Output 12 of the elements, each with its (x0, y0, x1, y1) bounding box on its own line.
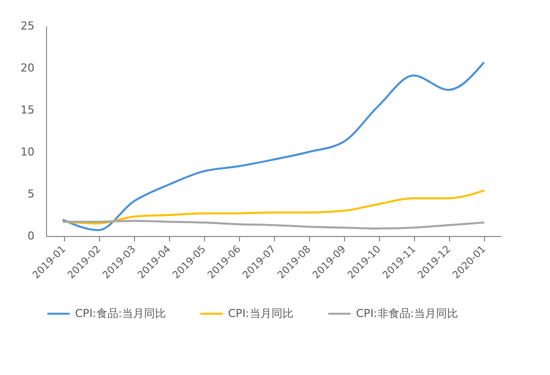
legend-label: CPI:非食品:当月同比 (356, 306, 458, 320)
y-tick-label: 20 (20, 62, 34, 74)
line-series (62, 62, 484, 232)
legend-label: CPI:食品:当月同比 (75, 306, 166, 320)
line-series (62, 190, 484, 224)
y-tick-label: 15 (20, 104, 34, 116)
y-tick-label: 25 (20, 20, 34, 32)
line-series (62, 220, 484, 230)
y-tick-label: 0 (28, 230, 34, 242)
y-tick-label: 10 (20, 146, 34, 158)
legend-label: CPI:当月同比 (228, 306, 294, 320)
y-tick-label: 5 (28, 188, 34, 200)
